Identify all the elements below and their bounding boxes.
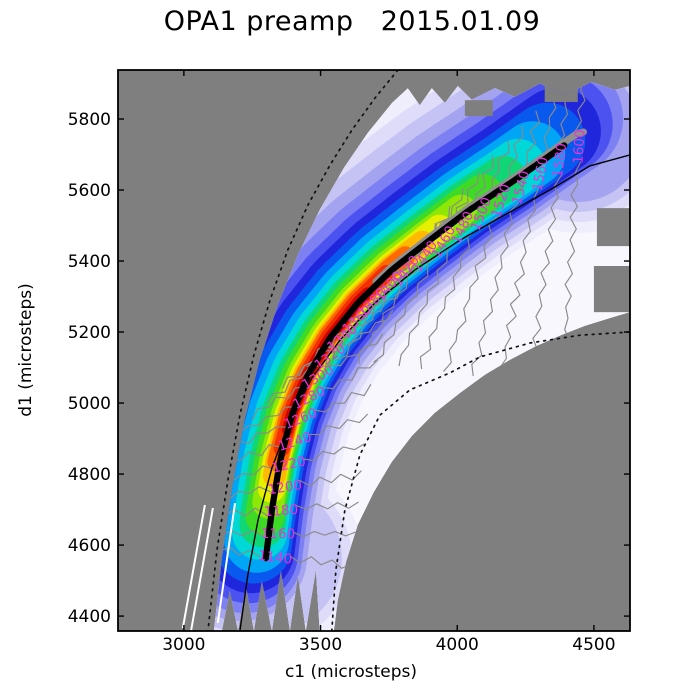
contour-label: 1580 [550, 142, 570, 178]
contour-line [295, 501, 359, 510]
chart-title: OPA1 preamp 2015.01.09 [163, 6, 541, 37]
fit-curve-thin [239, 154, 630, 631]
y-tick-label: 4800 [68, 465, 111, 485]
filled-contour-region [213, 82, 630, 632]
contour-line [574, 82, 586, 132]
x-tick-label: 3000 [162, 635, 205, 655]
x-axis-label: c1 (microsteps) [284, 662, 418, 682]
x-tick-label: 4000 [436, 635, 479, 655]
contour-line [471, 202, 520, 377]
contour-label: 1160 [261, 526, 296, 542]
y-tick-label: 4400 [68, 607, 111, 627]
y-tick-label: 5000 [68, 394, 111, 414]
contour-line [251, 385, 306, 421]
contour-line [521, 110, 541, 173]
contour-line [320, 359, 378, 390]
contour-line [298, 470, 362, 487]
gap-streak [216, 503, 236, 623]
limit-curve-upper-left [207, 70, 399, 631]
contour-line [335, 284, 401, 362]
contour-line [292, 530, 357, 538]
y-tick-label: 5800 [68, 110, 111, 130]
y-tick-label: 5600 [68, 181, 111, 201]
axes-frame [117, 69, 631, 632]
contour-label: 1200 [267, 477, 303, 498]
contour-line [379, 243, 424, 290]
contour-line [398, 241, 458, 367]
contour-line [302, 443, 365, 462]
axes: 3000 3500 4000 4500 4400 4600 4800 5000 5200 5400… [68, 69, 631, 655]
curves-layer [181, 70, 630, 631]
contour-line [313, 384, 372, 413]
contour-line [358, 269, 420, 365]
contour-line [498, 188, 539, 381]
contour-line [539, 96, 557, 159]
y-tick-label: 4600 [68, 536, 111, 556]
contour-label: 1140 [257, 548, 293, 568]
data-gap [593, 265, 630, 313]
contour-label: 1180 [263, 502, 298, 521]
contour-line [289, 555, 354, 569]
contour-line [443, 215, 500, 372]
contour-line [328, 333, 384, 367]
gap-streak [181, 504, 206, 629]
data-gap [596, 208, 630, 247]
contour-line [266, 365, 319, 404]
contour-label: 1600 [570, 129, 588, 164]
data-gap [464, 100, 493, 117]
contour-line [308, 413, 369, 436]
x-tick-label: 4500 [572, 635, 615, 655]
gap-streak [190, 507, 214, 631]
contour-line [419, 228, 480, 369]
contour-label: 1220 [270, 453, 307, 477]
y-tick-label: 5200 [68, 323, 111, 343]
contour-line [324, 297, 381, 367]
x-tick-label: 3500 [299, 635, 342, 655]
contour-line [239, 405, 297, 434]
y-tick-label: 5400 [68, 252, 111, 272]
contour-line [373, 255, 439, 363]
contour-label: 1560 [530, 156, 552, 193]
optimal-tuning-curve [262, 142, 568, 562]
